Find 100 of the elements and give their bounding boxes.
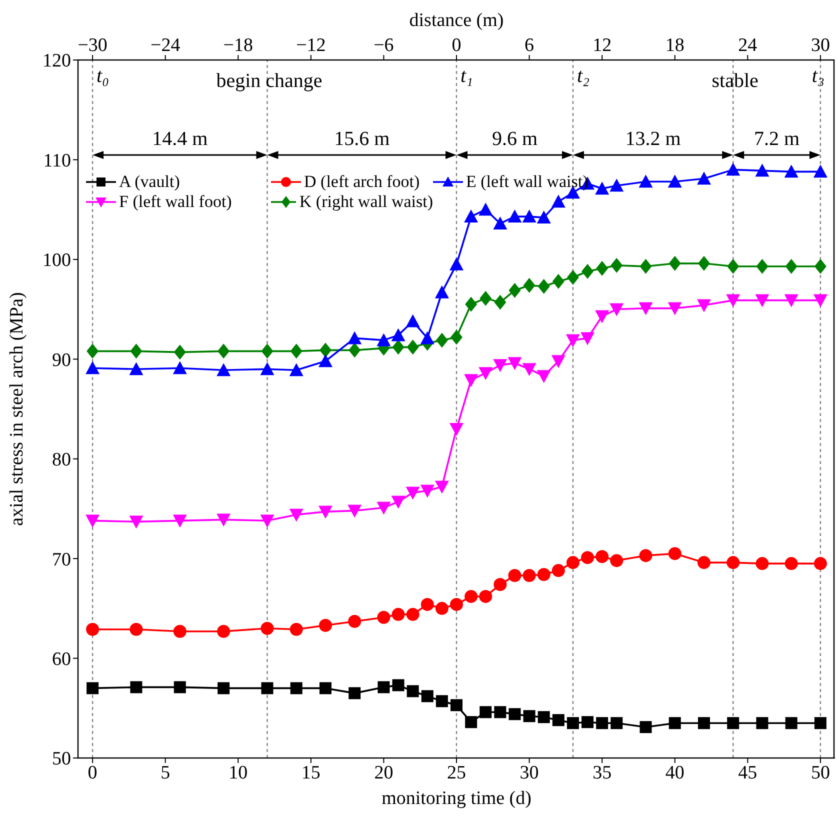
x-tick-label: 15 — [301, 762, 320, 784]
point — [392, 679, 404, 692]
point — [392, 608, 405, 621]
ref-line-label: stable — [712, 70, 759, 92]
point — [480, 290, 492, 306]
point — [377, 610, 390, 624]
x-tick-label: 40 — [665, 762, 684, 784]
point — [420, 331, 434, 344]
point — [726, 556, 740, 570]
annotation: 14.4 m — [152, 128, 208, 150]
point — [522, 569, 536, 582]
point — [639, 549, 652, 562]
x2-tick-label: −24 — [150, 35, 181, 56]
annotation: 9.6 m — [492, 128, 538, 150]
x-tick-label: 5 — [160, 762, 170, 784]
point — [406, 486, 420, 500]
point — [129, 362, 144, 376]
point — [640, 721, 652, 734]
legend-label: D (left arch foot) — [304, 172, 420, 192]
x2-axis-title: distance (m) — [409, 10, 504, 31]
point — [596, 550, 609, 564]
x2-tick-label: −18 — [223, 35, 253, 56]
x-tick-label: 20 — [374, 762, 394, 784]
point — [784, 294, 798, 308]
x2-tick-label: 30 — [810, 35, 830, 56]
point — [86, 344, 99, 359]
point — [552, 564, 565, 578]
x-tick-label: 50 — [810, 762, 830, 784]
x-axis-title: monitoring time (d) — [382, 788, 532, 809]
point — [216, 363, 231, 376]
point — [406, 685, 419, 698]
x2-tick-label: −30 — [78, 35, 108, 56]
point — [697, 556, 710, 570]
point — [216, 514, 231, 527]
y-tick-label: 60 — [52, 649, 71, 670]
point — [260, 362, 274, 376]
point — [436, 695, 448, 708]
point — [508, 210, 522, 223]
point — [319, 682, 332, 694]
point — [319, 342, 332, 358]
point — [289, 363, 304, 376]
point — [610, 178, 624, 192]
point — [668, 256, 681, 271]
point — [538, 711, 550, 724]
point — [538, 278, 550, 294]
point — [755, 164, 770, 177]
y-tick-label: 110 — [43, 150, 71, 172]
point — [478, 367, 493, 380]
point — [420, 484, 434, 498]
annotation: 13.2 m — [625, 128, 682, 150]
point — [668, 547, 682, 560]
point — [551, 194, 566, 208]
y-tick-label: 120 — [42, 50, 71, 72]
point — [755, 294, 770, 308]
point — [756, 557, 769, 570]
point — [290, 682, 302, 694]
point — [450, 330, 462, 345]
point — [756, 717, 768, 730]
point — [348, 614, 362, 628]
point — [348, 687, 361, 700]
point — [450, 699, 462, 712]
y-tick-label: 50 — [52, 748, 71, 770]
point — [318, 618, 332, 632]
point — [348, 504, 362, 518]
point — [290, 344, 302, 359]
point — [465, 296, 478, 312]
point — [392, 340, 404, 355]
point — [813, 294, 828, 308]
point — [640, 258, 652, 274]
legend-label: A (vault) — [119, 172, 180, 192]
point — [813, 164, 828, 178]
point — [668, 174, 682, 188]
point — [581, 551, 594, 564]
point — [536, 370, 551, 384]
point — [478, 202, 493, 216]
annotation: 7.2 m — [754, 128, 800, 150]
point — [434, 480, 449, 494]
x2-tick-label: −12 — [296, 35, 326, 56]
ref-line-label: t₁ — [460, 65, 474, 87]
point — [436, 332, 448, 348]
point — [696, 299, 711, 312]
point — [595, 182, 610, 195]
point — [450, 257, 464, 270]
point — [582, 716, 594, 728]
point — [289, 508, 304, 522]
point — [450, 422, 464, 436]
point — [508, 708, 521, 720]
point — [493, 216, 508, 230]
point — [668, 302, 682, 316]
point — [726, 294, 740, 308]
point — [785, 258, 798, 274]
point — [435, 602, 448, 615]
point — [348, 342, 361, 358]
x2-tick-label: 24 — [738, 35, 758, 56]
point — [696, 172, 711, 185]
point — [698, 717, 710, 730]
point — [727, 717, 740, 730]
point — [537, 568, 550, 582]
point — [86, 361, 100, 374]
point — [261, 682, 274, 694]
